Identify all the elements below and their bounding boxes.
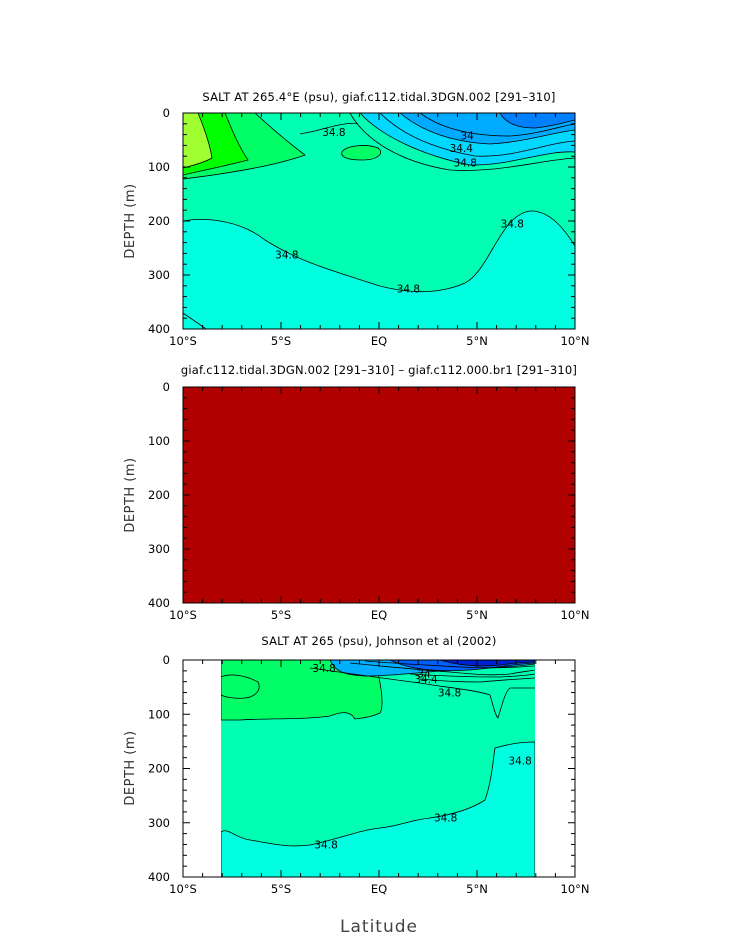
- panel-1-plot-area: [183, 113, 575, 329]
- panel-3-plot-area: [221, 660, 535, 877]
- x-tick-label: 10°S: [169, 608, 197, 622]
- panel-3-ylabel: DEPTH (m): [123, 730, 138, 805]
- contour-label: 34.8: [275, 249, 298, 261]
- panel-3-xlabel: Latitude: [340, 917, 418, 937]
- panel-1-contour-c: [314, 122, 359, 132]
- panel-1-fill-lens: [341, 145, 382, 161]
- x-tick-label: 5°N: [466, 608, 488, 622]
- panel-1-fill-high3: [183, 113, 213, 169]
- x-tick-label: 5°N: [466, 882, 488, 896]
- x-tick-label: EQ: [371, 882, 387, 896]
- contour-label: 34.8: [397, 284, 420, 296]
- panel-1-fill-deep: [183, 210, 575, 329]
- panel-3-contour-a: [309, 667, 535, 719]
- panel-3-fill-high1: [221, 660, 383, 721]
- panel-1-contour-b: [419, 113, 575, 137]
- panel-2-title: giaf.c112.tidal.3DGN.002 [291–310] – gia…: [181, 363, 577, 377]
- panel-3-fill-deep: [221, 741, 535, 877]
- y-tick-label: 400: [148, 322, 170, 336]
- contour-label: 34.8: [312, 663, 335, 675]
- contour-label: 34.4: [450, 143, 474, 155]
- y-tick-label: 100: [148, 434, 170, 448]
- panel-3: SALT AT 265 (psu), Johnson et al (2002) …: [123, 634, 590, 937]
- y-tick-label: 200: [148, 488, 170, 502]
- y-tick-label: 100: [148, 707, 170, 721]
- contour-label: 34.8: [322, 127, 345, 139]
- x-tick-label: 10°N: [561, 882, 590, 896]
- panel-3-fill-lens: [221, 674, 260, 699]
- panel-1-title: SALT AT 265.4°E (psu), giaf.c112.tidal.3…: [202, 90, 555, 104]
- contour-label: 34.8: [454, 158, 477, 170]
- panel-3-fill-low3: [439, 660, 535, 667]
- x-tick-label: 5°S: [271, 882, 291, 896]
- x-tick-label: 10°S: [169, 882, 197, 896]
- x-tick-label: 10°S: [169, 334, 197, 348]
- x-tick-label: EQ: [371, 608, 387, 622]
- x-tick-label: 5°N: [466, 334, 488, 348]
- contour-label: 34: [417, 669, 431, 681]
- panel-1: SALT AT 265.4°E (psu), giaf.c112.tidal.3…: [123, 90, 590, 348]
- panel-3-contour-d: [419, 677, 535, 683]
- panel-1-contour-deep-corner: [183, 312, 207, 329]
- y-tick-label: 400: [148, 596, 170, 610]
- panel-1-axes: 10°S 5°S EQ 5°N 10°N 0 100 200 300 400: [148, 106, 589, 348]
- panel-1-contour-e: [349, 113, 575, 171]
- x-tick-label: 10°N: [561, 334, 590, 348]
- panel-2-fill: [183, 387, 575, 603]
- x-tick-label: 5°S: [271, 334, 291, 348]
- panel-2-ylabel: DEPTH (m): [123, 457, 138, 532]
- y-tick-label: 0: [163, 653, 170, 667]
- x-tick-label: EQ: [371, 334, 387, 348]
- y-tick-label: 0: [163, 380, 170, 394]
- y-tick-label: 100: [148, 160, 170, 174]
- y-tick-label: 0: [163, 106, 170, 120]
- contour-label: 34.8: [314, 839, 337, 851]
- panel-2: giaf.c112.tidal.3DGN.002 [291–310] – gia…: [123, 363, 590, 622]
- y-tick-label: 200: [148, 214, 170, 228]
- y-tick-label: 300: [148, 268, 170, 282]
- contour-label: 34: [461, 131, 475, 143]
- contour-label: 34.8: [438, 688, 461, 700]
- panel-3-contour-c: [364, 660, 535, 669]
- panel-3-title: SALT AT 265 (psu), Johnson et al (2002): [261, 634, 496, 648]
- contour-label: 34.4: [414, 674, 438, 686]
- panel-3-contour-e: [409, 673, 535, 678]
- panel-1-ylabel: DEPTH (m): [123, 183, 138, 258]
- contour-label: 34.8: [501, 219, 524, 231]
- y-tick-label: 300: [148, 542, 170, 556]
- panel-3-axes: 10°S 5°S EQ 5°N 10°N 0 100 200 300 400: [148, 653, 589, 896]
- panel-2-axes: 10°S 5°S EQ 5°N 10°N 0 100 200 300 400: [148, 380, 589, 622]
- panel-3-contour-b: [349, 662, 535, 676]
- x-tick-label: 10°N: [561, 608, 590, 622]
- panel-1-contour-a: [379, 113, 575, 157]
- contour-label: 34.8: [434, 812, 457, 824]
- panel-1-fill-low3: [499, 113, 575, 129]
- contour-label: 34.8: [508, 755, 531, 767]
- panel-1-contour-d: [299, 130, 316, 135]
- y-tick-label: 300: [148, 816, 170, 830]
- x-tick-label: 5°S: [271, 608, 291, 622]
- y-tick-label: 200: [148, 762, 170, 776]
- y-tick-label: 400: [148, 870, 170, 884]
